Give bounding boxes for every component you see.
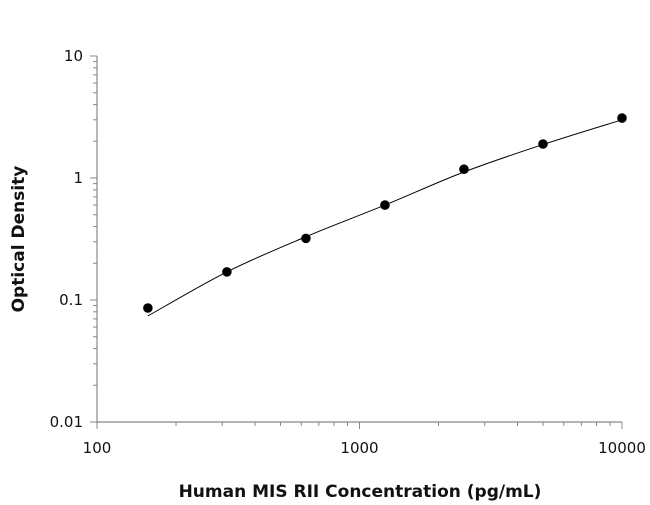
x-tick-label: 100 <box>83 439 112 457</box>
y-tick-label: 0.01 <box>50 413 83 431</box>
data-point <box>380 200 390 210</box>
y-tick-label: 0.1 <box>59 291 83 309</box>
y-tick-label: 1 <box>73 169 83 187</box>
x-axis-title: Human MIS RII Concentration (pg/mL) <box>179 482 542 502</box>
axes <box>90 55 623 429</box>
x-tick-label: 1000 <box>340 439 378 457</box>
y-tick-label: 10 <box>64 47 83 65</box>
y-axis-title: Optical Density <box>9 166 29 313</box>
x-tick-label: 10000 <box>598 439 646 457</box>
data-point <box>538 139 548 149</box>
data-points <box>143 113 627 313</box>
data-point <box>459 164 469 175</box>
data-point <box>617 113 627 123</box>
data-point <box>222 267 232 277</box>
data-point <box>301 233 311 244</box>
data-point <box>143 303 153 313</box>
fit-curve <box>147 119 623 317</box>
tick-labels: 100 1000 10000 0.01 0.1 1 10 <box>50 47 646 457</box>
